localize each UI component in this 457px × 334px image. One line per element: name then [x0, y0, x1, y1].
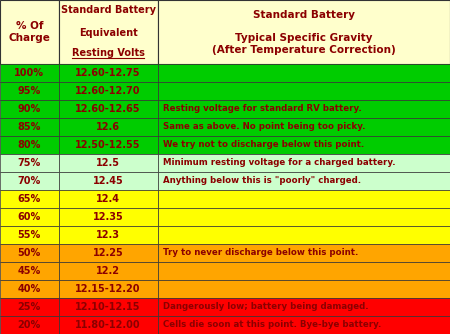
Bar [58, 136, 158, 154]
Bar [158, 154, 450, 172]
Text: 12.5: 12.5 [96, 158, 120, 168]
Text: Standard Battery

Equivalent: Standard Battery Equivalent [61, 5, 155, 38]
Text: 45%: 45% [18, 266, 41, 276]
Text: Cells die soon at this point. Bye-bye battery.: Cells die soon at this point. Bye-bye ba… [163, 321, 382, 330]
Bar [58, 208, 158, 226]
Bar [58, 280, 158, 298]
Bar [158, 82, 450, 100]
Bar [158, 244, 450, 262]
Bar [0, 262, 58, 280]
Bar [0, 172, 58, 190]
Text: 12.4: 12.4 [96, 194, 120, 204]
Text: 85%: 85% [17, 122, 41, 132]
Bar [158, 280, 450, 298]
Bar [58, 226, 158, 244]
Text: 12.35: 12.35 [93, 212, 123, 222]
Bar [0, 136, 58, 154]
Text: Resting Volts: Resting Volts [72, 48, 144, 58]
Bar [158, 100, 450, 118]
Bar [58, 244, 158, 262]
Bar [58, 262, 158, 280]
Bar [0, 118, 58, 136]
Bar [158, 0, 450, 64]
Bar [0, 316, 58, 334]
Text: 90%: 90% [18, 104, 41, 114]
Bar [58, 190, 158, 208]
Bar [0, 0, 58, 64]
Text: 75%: 75% [18, 158, 41, 168]
Text: 12.15-12.20: 12.15-12.20 [75, 284, 141, 294]
Bar [0, 64, 58, 82]
Text: Anything below this is "poorly" charged.: Anything below this is "poorly" charged. [163, 176, 361, 185]
Text: 55%: 55% [18, 230, 41, 240]
Text: 11.80-12.00: 11.80-12.00 [75, 320, 141, 330]
Text: 12.50-12.55: 12.50-12.55 [75, 140, 141, 150]
Bar [58, 0, 158, 64]
Bar [58, 172, 158, 190]
Bar [158, 316, 450, 334]
Text: 65%: 65% [18, 194, 41, 204]
Text: % Of
Charge: % Of Charge [8, 21, 50, 43]
Bar [0, 100, 58, 118]
Text: 12.6: 12.6 [96, 122, 120, 132]
Bar [58, 298, 158, 316]
Text: 80%: 80% [17, 140, 41, 150]
Text: 95%: 95% [18, 86, 41, 96]
Bar [58, 154, 158, 172]
Text: 100%: 100% [14, 68, 44, 78]
Text: 60%: 60% [18, 212, 41, 222]
Bar [0, 226, 58, 244]
Text: 25%: 25% [18, 302, 41, 312]
Text: Dangerously low; battery being damaged.: Dangerously low; battery being damaged. [163, 303, 369, 312]
Bar [58, 100, 158, 118]
Text: 12.25: 12.25 [93, 248, 123, 258]
Bar [158, 226, 450, 244]
Bar [158, 190, 450, 208]
Text: Resting voltage for standard RV battery.: Resting voltage for standard RV battery. [163, 104, 362, 113]
Bar [0, 208, 58, 226]
Text: 50%: 50% [18, 248, 41, 258]
Bar [158, 208, 450, 226]
Bar [0, 244, 58, 262]
Text: 70%: 70% [18, 176, 41, 186]
Text: 12.3: 12.3 [96, 230, 120, 240]
Text: 12.60-12.65: 12.60-12.65 [75, 104, 141, 114]
Bar [0, 82, 58, 100]
Bar [158, 172, 450, 190]
Text: Try to never discharge below this point.: Try to never discharge below this point. [163, 248, 358, 258]
Text: 12.10-12.15: 12.10-12.15 [75, 302, 141, 312]
Bar [158, 136, 450, 154]
Text: 40%: 40% [18, 284, 41, 294]
Text: Standard Battery

Typical Specific Gravity
(After Temperature Correction): Standard Battery Typical Specific Gravit… [212, 10, 396, 54]
Bar [58, 64, 158, 82]
Bar [158, 262, 450, 280]
Bar [158, 64, 450, 82]
Text: Minimum resting voltage for a charged battery.: Minimum resting voltage for a charged ba… [163, 158, 396, 167]
Text: We try not to discharge below this point.: We try not to discharge below this point… [163, 140, 364, 149]
Text: 12.45: 12.45 [93, 176, 123, 186]
Bar [158, 118, 450, 136]
Text: 12.60-12.75: 12.60-12.75 [75, 68, 141, 78]
Bar [0, 298, 58, 316]
Text: Same as above. No point being too picky.: Same as above. No point being too picky. [163, 122, 366, 131]
Bar [58, 118, 158, 136]
Bar [0, 154, 58, 172]
Text: 20%: 20% [18, 320, 41, 330]
Bar [58, 82, 158, 100]
Bar [58, 316, 158, 334]
Bar [158, 298, 450, 316]
Bar [0, 190, 58, 208]
Text: 12.60-12.70: 12.60-12.70 [75, 86, 141, 96]
Text: 12.2: 12.2 [96, 266, 120, 276]
Bar [0, 280, 58, 298]
